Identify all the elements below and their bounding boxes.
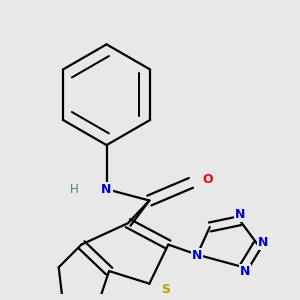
Text: N: N [101, 183, 112, 196]
Text: O: O [202, 172, 213, 186]
Text: N: N [240, 265, 250, 278]
Text: H: H [69, 183, 78, 196]
Text: N: N [192, 249, 202, 262]
Text: S: S [161, 284, 170, 296]
Text: N: N [257, 236, 268, 249]
Text: N: N [235, 208, 245, 221]
